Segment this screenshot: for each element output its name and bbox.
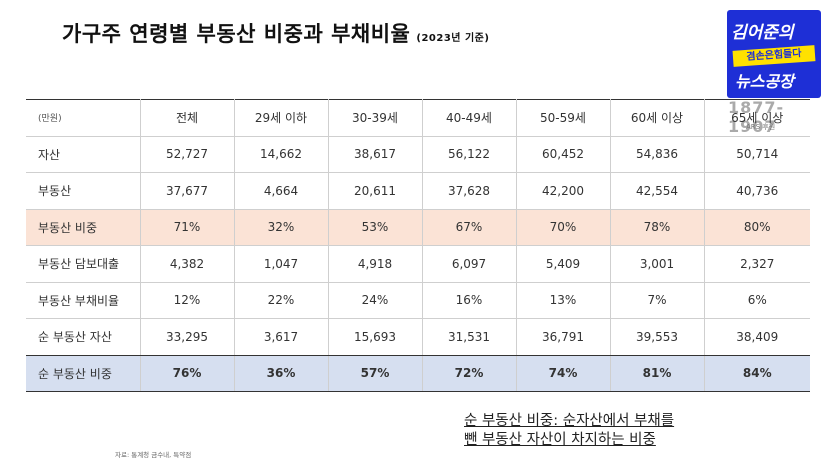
table-cell: 37,628 <box>422 172 517 210</box>
table-cell: 53% <box>328 209 423 246</box>
table-cell: 14,662 <box>234 136 329 173</box>
table-cell: 6% <box>704 282 810 319</box>
table-cell: 50,714 <box>704 136 810 173</box>
table-cell: 80% <box>704 209 810 246</box>
title-subtitle: (2023년 기준) <box>416 33 490 44</box>
table-cell: 40,736 <box>704 172 810 210</box>
asset-table: (만원) 전체 29세 이하 30-39세 40-49세 50-59세 60세 … <box>26 99 810 392</box>
table-cell: 1,047 <box>234 245 329 283</box>
table-cell: 6,097 <box>422 245 517 283</box>
row-label: 부동산 담보대출 <box>26 245 141 283</box>
table-cell: 74% <box>516 355 611 392</box>
table-cell: 37,677 <box>140 172 235 210</box>
table-cell: 60,452 <box>516 136 611 173</box>
table-cell: 36% <box>234 355 329 392</box>
table-cell: 4,382 <box>140 245 235 283</box>
table-cell: 3,617 <box>234 318 329 356</box>
unit-cell: (만원) <box>26 99 141 137</box>
table-cell: 84% <box>704 355 810 392</box>
table-cell: 13% <box>516 282 611 319</box>
table-row: 순 부동산 자산 33,295 3,617 15,693 31,531 36,7… <box>26 318 810 356</box>
page-title: 가구주 연령별 부동산 비중과 부채비율 (2023년 기준) <box>62 18 489 48</box>
table-row: 부동산 37,677 4,664 20,611 37,628 42,200 42… <box>26 172 810 210</box>
table-cell: 7% <box>610 282 705 319</box>
table-cell: 4,918 <box>328 245 423 283</box>
table-cell: 12% <box>140 282 235 319</box>
table-cell: 76% <box>140 355 235 392</box>
table-cell: 67% <box>422 209 517 246</box>
table-row: 부동산 부채비율 12% 22% 24% 16% 13% 7% 6% <box>26 282 810 319</box>
table-row-highlight: 부동산 비중 71% 32% 53% 67% 70% 78% 80% <box>26 209 810 246</box>
table-cell: 39,553 <box>610 318 705 356</box>
table-cell: 81% <box>610 355 705 392</box>
source-caption: 자료: 통계청 금수내, 특약점 <box>115 451 192 459</box>
row-label: 순 부동산 자산 <box>26 318 141 356</box>
news-factory-logo: 김어준의 겸손은힘들다 뉴스공장 <box>727 10 821 98</box>
table-cell: 22% <box>234 282 329 319</box>
table-cell: 33,295 <box>140 318 235 356</box>
table-cell: 31,531 <box>422 318 517 356</box>
column-header: 50-59세 <box>516 99 611 137</box>
table-cell: 32% <box>234 209 329 246</box>
table-cell: 56,122 <box>422 136 517 173</box>
logo-banner: 겸손은힘들다 <box>732 45 816 67</box>
table-row: 부동산 담보대출 4,382 1,047 4,918 6,097 5,409 3… <box>26 245 810 283</box>
logo-line1: 김어준의 <box>731 23 794 43</box>
table-cell: 2,327 <box>704 245 810 283</box>
table-cell: 71% <box>140 209 235 246</box>
table-row-highlight: 순 부동산 비중 76% 36% 57% 72% 74% 81% 84% <box>26 355 810 392</box>
table-cell: 38,409 <box>704 318 810 356</box>
table-cell: 36,791 <box>516 318 611 356</box>
table-cell: 52,727 <box>140 136 235 173</box>
row-label: 순 부동산 비중 <box>26 355 141 392</box>
column-header: 30-39세 <box>328 99 423 137</box>
title-text: 가구주 연령별 부동산 비중과 부채비율 <box>62 22 411 46</box>
column-header: 29세 이하 <box>234 99 329 137</box>
table-cell: 57% <box>328 355 423 392</box>
row-label: 부동산 비중 <box>26 209 141 246</box>
table-cell: 70% <box>516 209 611 246</box>
column-header: 40-49세 <box>422 99 517 137</box>
definition-note: 순 부동산 비중: 순자산에서 부채를 뺀 부동산 자산이 차지하는 비중 <box>464 412 674 450</box>
column-header: 60세 이상 <box>610 99 705 137</box>
row-label: 부동산 부채비율 <box>26 282 141 319</box>
table-header-row: (만원) 전체 29세 이하 30-39세 40-49세 50-59세 60세 … <box>26 99 810 137</box>
column-header: 전체 <box>140 99 235 137</box>
column-header: 65세 이상 <box>704 99 810 137</box>
table-cell: 15,693 <box>328 318 423 356</box>
table-cell: 72% <box>422 355 517 392</box>
table-cell: 16% <box>422 282 517 319</box>
logo-line2: 겸손은힘들다 <box>746 48 802 63</box>
note-line1: 순 부동산 비중: 순자산에서 부채를 <box>464 413 675 429</box>
table-cell: 54,836 <box>610 136 705 173</box>
table-cell: 24% <box>328 282 423 319</box>
table-cell: 42,554 <box>610 172 705 210</box>
note-line2: 뺀 부동산 자산이 차지하는 비중 <box>464 432 656 448</box>
row-label: 부동산 <box>26 172 141 210</box>
table-cell: 20,611 <box>328 172 423 210</box>
table-cell: 5,409 <box>516 245 611 283</box>
table-cell: 4,664 <box>234 172 329 210</box>
table-cell: 3,001 <box>610 245 705 283</box>
table-cell: 38,617 <box>328 136 423 173</box>
row-label: 자산 <box>26 136 141 173</box>
logo-line3: 뉴스공장 <box>735 72 794 91</box>
table-row: 자산 52,727 14,662 38,617 56,122 60,452 54… <box>26 136 810 173</box>
table-cell: 78% <box>610 209 705 246</box>
table-cell: 42,200 <box>516 172 611 210</box>
